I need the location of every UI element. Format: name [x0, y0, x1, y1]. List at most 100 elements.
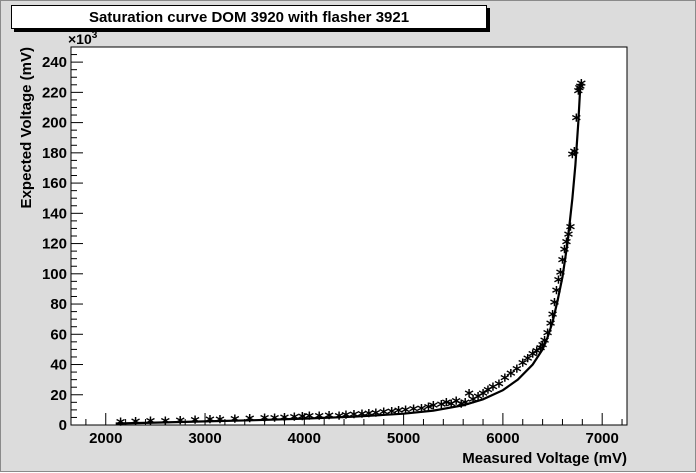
data-point: * [230, 411, 240, 432]
data-point: * [494, 377, 504, 398]
data-point: * [298, 409, 308, 430]
data-point: * [280, 410, 290, 431]
data-point: * [452, 393, 462, 414]
data-point: * [468, 392, 478, 413]
data-point: * [116, 414, 126, 435]
x-tick-label: 6000 [486, 430, 519, 447]
data-point: * [131, 414, 141, 435]
data-point: * [536, 340, 546, 361]
data-point: * [506, 366, 516, 387]
x-tick-label: 7000 [585, 430, 618, 447]
data-point: * [577, 76, 587, 97]
x-tick-label: 2000 [89, 430, 122, 447]
data-point: * [488, 380, 498, 401]
data-point: * [512, 362, 522, 383]
data-point: * [546, 316, 556, 337]
data-point: * [341, 408, 351, 429]
data-point: * [548, 307, 558, 328]
data-point: * [215, 412, 225, 433]
chart-title: Saturation curve DOM 3920 with flasher 3… [11, 5, 487, 29]
y-multiplier-label: ×103 [68, 30, 98, 47]
x-tick-label: 3000 [188, 430, 221, 447]
data-point: * [245, 411, 255, 432]
data-point: * [334, 408, 344, 429]
data-point: * [371, 405, 381, 426]
data-point: * [460, 395, 470, 416]
data-point: * [456, 396, 466, 417]
data-point: * [518, 356, 528, 377]
data-point: * [543, 325, 553, 346]
y-tick-label: 240 [42, 54, 67, 71]
data-point: * [270, 410, 280, 431]
data-point: * [464, 386, 474, 407]
y-tick-label: 180 [42, 145, 67, 162]
data-point: * [556, 265, 566, 286]
data-point: * [387, 404, 397, 425]
data-point: * [560, 242, 570, 263]
data-point: * [417, 401, 427, 422]
data-point: * [473, 389, 483, 410]
data-point: * [572, 111, 582, 132]
y-tick-label: 200 [42, 115, 67, 132]
data-point: * [357, 407, 367, 428]
data-point: * [564, 227, 574, 248]
data-point: * [205, 412, 215, 433]
x-axis-title: Measured Voltage (mV) [462, 450, 627, 467]
y-tick-label: 0 [59, 417, 67, 434]
data-point: * [424, 399, 434, 420]
data-point: * [575, 80, 585, 101]
y-tick-label: 100 [42, 266, 67, 283]
data-point: * [478, 386, 488, 407]
data-point: * [538, 337, 548, 358]
data-point: * [442, 395, 452, 416]
data-point: * [394, 403, 404, 424]
data-point: * [540, 333, 550, 354]
data-point: * [190, 413, 200, 434]
data-point: * [574, 83, 584, 104]
data-point: * [558, 253, 568, 274]
data-point: * [349, 407, 359, 428]
y-tick-label: 40 [50, 357, 67, 374]
data-point: * [566, 219, 576, 240]
y-tick-label: 220 [42, 84, 67, 101]
x-tick-label: 5000 [387, 430, 420, 447]
plot-frame [70, 46, 628, 426]
data-point: * [146, 414, 156, 435]
data-point: * [401, 402, 411, 423]
data-point: * [576, 79, 586, 100]
y-tick-label: 80 [50, 296, 67, 313]
data-point: * [305, 409, 315, 430]
y-tick-label: 160 [42, 175, 67, 192]
y-tick-label: 60 [50, 326, 67, 343]
data-point: * [483, 383, 493, 404]
data-point: * [554, 272, 564, 293]
data-point: * [500, 371, 510, 392]
data-point: * [552, 283, 562, 304]
data-point: * [379, 405, 389, 426]
y-tick-label: 120 [42, 236, 67, 253]
data-point: * [447, 396, 457, 417]
y-axis-title: Expected Voltage (mV) [18, 47, 35, 208]
data-point: * [364, 406, 374, 427]
data-point: * [315, 408, 325, 429]
data-point: * [290, 409, 300, 430]
data-point: * [161, 413, 171, 434]
data-point: * [437, 397, 447, 418]
data-point: * [570, 144, 580, 165]
data-point: * [176, 413, 186, 434]
y-tick-label: 20 [50, 387, 67, 404]
data-point: * [562, 235, 572, 256]
data-point: * [260, 411, 270, 432]
data-point: * [528, 346, 538, 367]
x-tick-label: 4000 [288, 430, 321, 447]
y-tick-label: 140 [42, 205, 67, 222]
data-point: * [550, 295, 560, 316]
data-point: * [523, 351, 533, 372]
data-point: * [409, 402, 419, 423]
data-point: * [429, 398, 439, 419]
fit-curve-line [115, 86, 582, 425]
data-point: * [532, 343, 542, 364]
data-point: * [568, 147, 578, 168]
